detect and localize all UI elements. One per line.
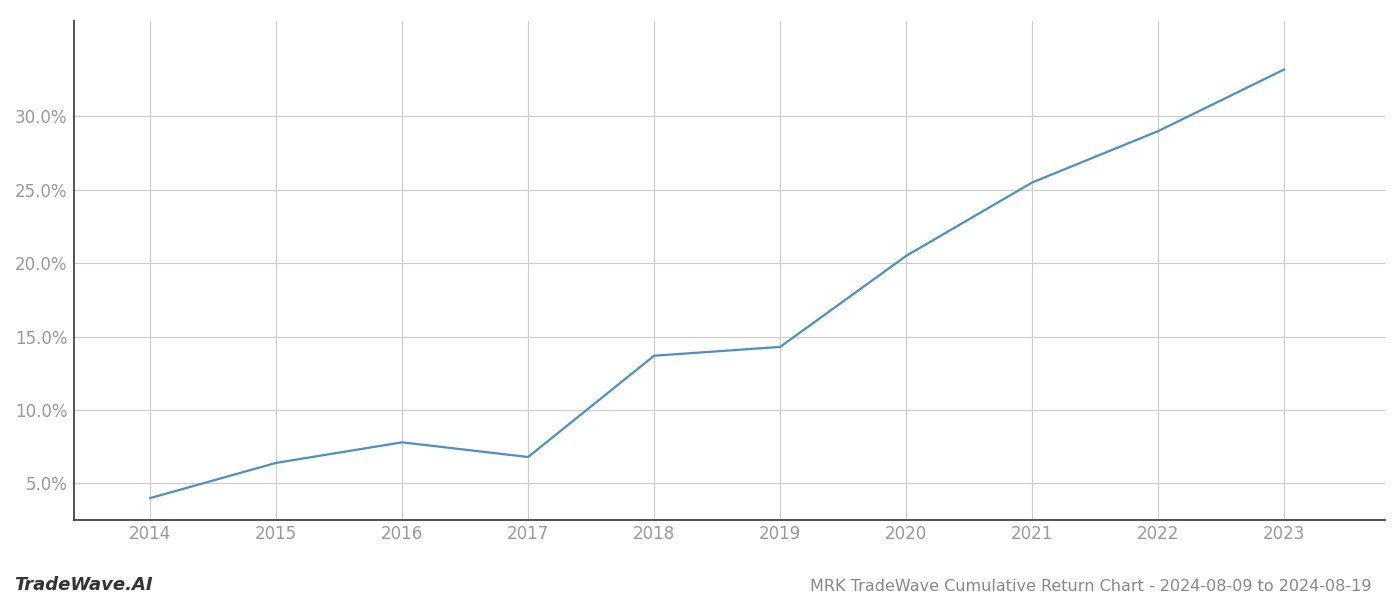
Text: MRK TradeWave Cumulative Return Chart - 2024-08-09 to 2024-08-19: MRK TradeWave Cumulative Return Chart - … bbox=[811, 579, 1372, 594]
Text: TradeWave.AI: TradeWave.AI bbox=[14, 576, 153, 594]
